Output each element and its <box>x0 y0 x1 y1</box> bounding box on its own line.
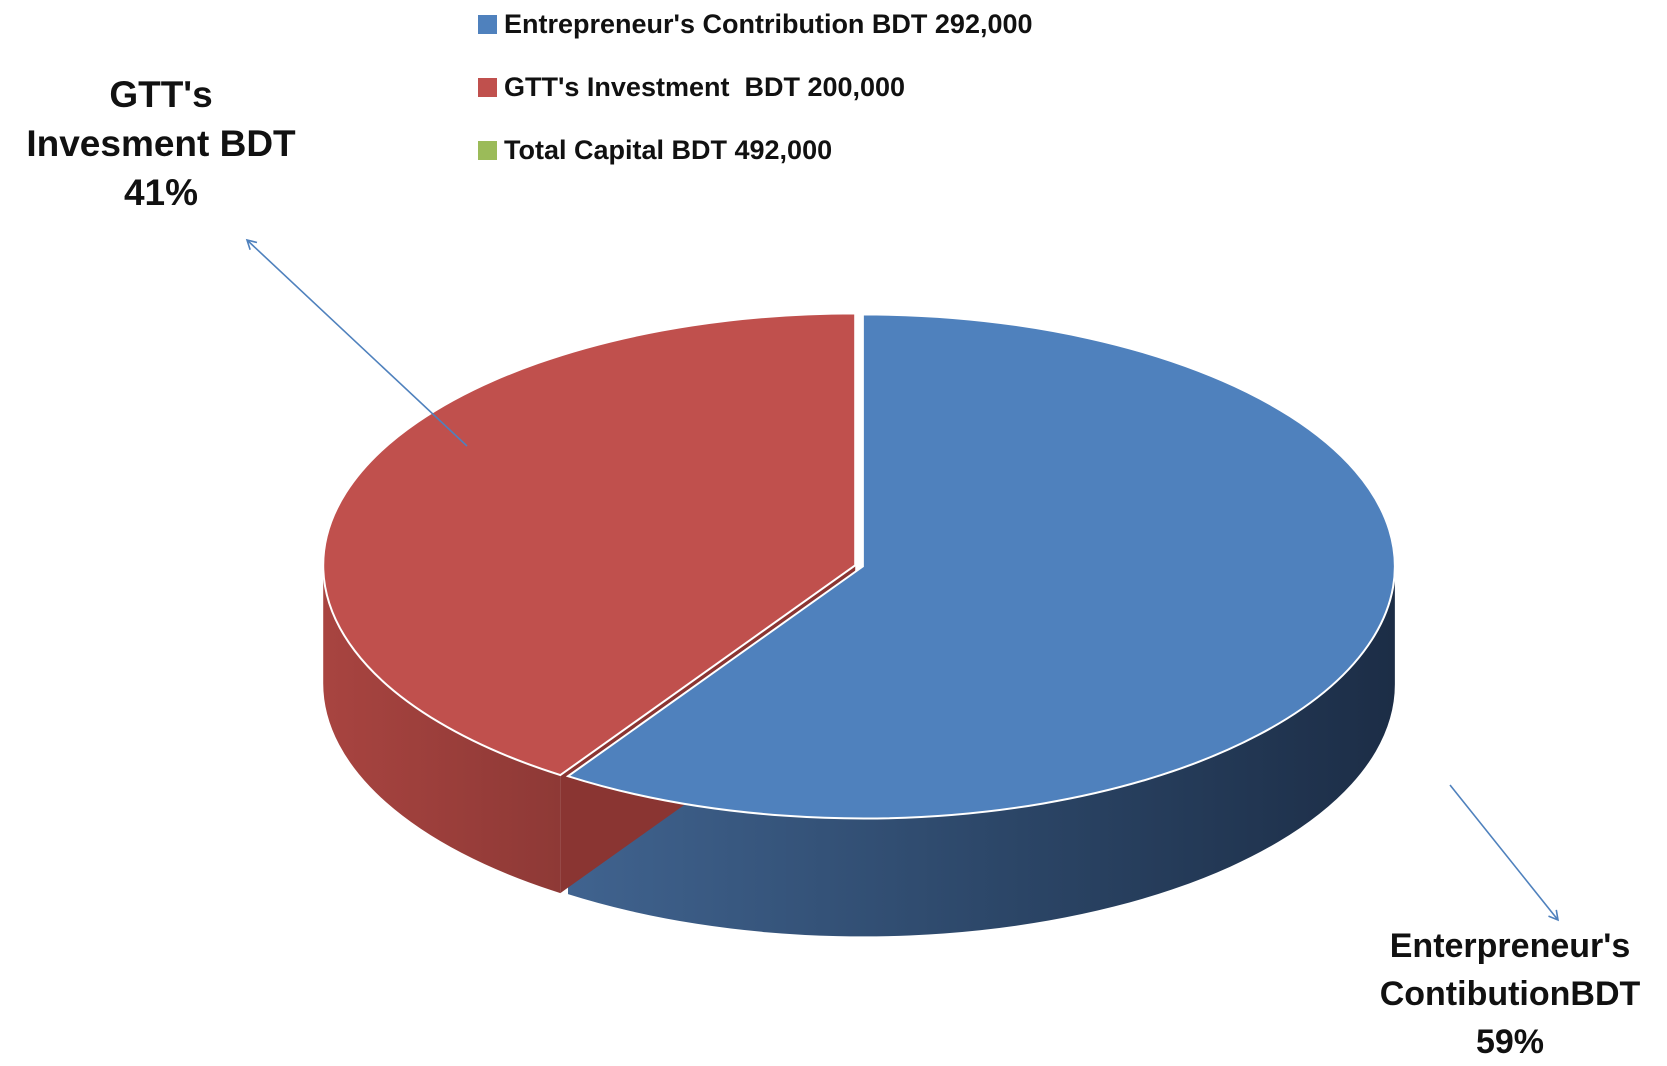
pie-slice-entrepreneur <box>565 313 1396 820</box>
pie-slice-gtt <box>322 312 857 777</box>
legend-item-gtt: GTT's Investment BDT 200,000 <box>478 69 1033 105</box>
legend-swatch-gtt <box>478 77 497 97</box>
gtt-callout-label: GTT's Invesment BDT 41% <box>0 70 322 217</box>
gtt-callout-arrow <box>245 238 468 447</box>
legend-item-total-capital: Total Capital BDT 492,000 <box>478 132 1033 168</box>
pie-side-entrepreneur <box>568 566 1395 937</box>
legend-swatch-total-capital <box>478 140 497 160</box>
entrepreneur-callout-line-2: ContibutionBDT <box>1379 975 1641 1013</box>
gtt-callout-line-3: 41% <box>123 172 199 213</box>
gtt-callout-line-2: Invesment BDT <box>26 123 296 164</box>
entrepreneur-callout-line-1: Enterpreneur's <box>1389 927 1631 965</box>
legend-item-entrepreneur: Entrepreneur's Contribution BDT 292,000 <box>478 6 1033 42</box>
legend-label-total-capital: Total Capital BDT 492,000 <box>504 134 833 165</box>
entrepreneur-callout-line-3: 59% <box>1475 1023 1545 1061</box>
gtt-callout-line-1: GTT's <box>109 74 213 115</box>
legend-swatch-entrepreneur <box>478 14 497 34</box>
pie-side-gtt <box>323 565 561 894</box>
legend-label-entrepreneur: Entrepreneur's Contribution BDT 292,000 <box>504 8 1033 39</box>
chart-legend: Entrepreneur's Contribution BDT 292,000 … <box>478 6 1033 195</box>
legend-label-gtt: GTT's Investment BDT 200,000 <box>504 71 906 102</box>
entrepreneur-callout-label: Enterpreneur's ContibutionBDT 59% <box>1360 922 1660 1066</box>
entrepreneur-callout-arrow <box>1449 784 1560 922</box>
